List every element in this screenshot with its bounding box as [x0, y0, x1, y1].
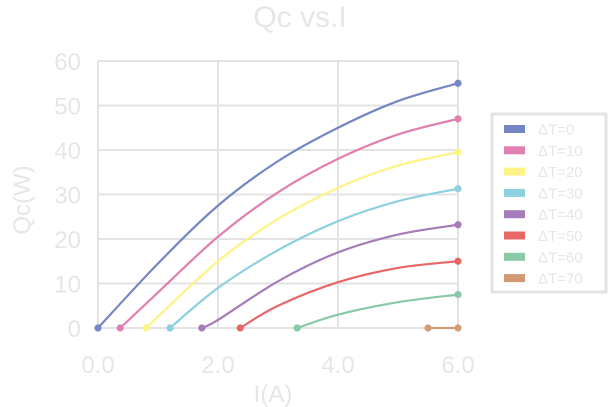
x-tick-label: 0.0 — [81, 352, 114, 379]
series-4 — [198, 221, 462, 332]
legend-label: ΔT=50 — [538, 228, 583, 245]
data-point-marker — [198, 324, 206, 332]
data-point-marker — [454, 324, 462, 332]
data-point-marker — [94, 324, 102, 332]
legend-swatch — [504, 210, 525, 219]
legend-item: ΔT=0 — [504, 122, 574, 139]
legend: ΔT=0 ΔT=10 ΔT=20 ΔT=30 ΔT=40 ΔT=50 ΔT=60 ΔT=70 — [490, 112, 608, 294]
x-tick-label: 6.0 — [441, 352, 474, 379]
legend-label: ΔT=60 — [538, 249, 583, 266]
data-point-marker — [454, 79, 462, 87]
data-point-marker — [454, 257, 462, 265]
data-point-marker — [116, 324, 124, 332]
data-point-marker — [166, 324, 174, 332]
series-line — [97, 82, 459, 329]
legend-box — [490, 112, 608, 294]
y-tick-label: 20 — [54, 227, 81, 254]
legend-label: ΔT=10 — [538, 143, 583, 160]
data-point-marker — [454, 115, 462, 123]
data-point-marker — [142, 324, 150, 332]
y-tick-label: 30 — [54, 183, 81, 210]
y-tick-label: 60 — [54, 49, 81, 76]
y-tick-label: 0 — [68, 316, 81, 343]
y-axis-label: Qc(W) — [9, 165, 36, 234]
legend-item: ΔT=40 — [504, 207, 583, 224]
legend-label: ΔT=30 — [538, 185, 583, 202]
x-tick-label: 4.0 — [321, 352, 354, 379]
legend-label: ΔT=20 — [538, 164, 583, 181]
series-0 — [94, 79, 462, 332]
legend-swatch — [504, 125, 525, 133]
legend-label: ΔT=40 — [538, 207, 583, 224]
series-6 — [293, 291, 462, 332]
y-tick-label: 40 — [54, 138, 81, 165]
x-axis-label: I(A) — [254, 381, 293, 407]
series-line — [201, 223, 459, 330]
series-3 — [166, 185, 462, 332]
data-point-marker — [454, 185, 462, 193]
y-tick-label: 10 — [54, 272, 81, 299]
legend-label: ΔT=70 — [538, 271, 583, 288]
series-line — [145, 151, 459, 329]
data-point-marker — [424, 324, 432, 332]
legend-item: ΔT=70 — [504, 271, 583, 288]
series-1 — [116, 115, 462, 332]
series-line — [239, 260, 459, 329]
series-7 — [424, 324, 462, 332]
legend-swatch — [504, 274, 525, 283]
legend-swatch — [504, 188, 525, 197]
y-tick-labels: 0 10 20 30 40 50 60 — [54, 49, 81, 343]
series-2 — [142, 148, 462, 332]
legend-swatch — [504, 167, 525, 176]
series-line — [119, 117, 459, 329]
series-5 — [236, 257, 462, 332]
grid — [97, 60, 459, 329]
legend-item: ΔT=50 — [504, 228, 583, 245]
data-point-marker — [454, 148, 462, 156]
legend-label: ΔT=0 — [538, 122, 574, 139]
legend-item: ΔT=60 — [504, 249, 583, 266]
x-tick-label: 2.0 — [201, 352, 234, 379]
series-line — [169, 187, 459, 329]
series-line — [296, 293, 459, 330]
legend-item: ΔT=10 — [504, 143, 583, 160]
legend-swatch — [504, 231, 525, 240]
x-tick-labels: 0.0 2.0 4.0 6.0 — [81, 352, 474, 379]
series-group — [94, 79, 462, 332]
legend-swatch — [504, 146, 525, 155]
legend-item: ΔT=30 — [504, 185, 583, 202]
data-point-marker — [454, 291, 462, 299]
data-point-marker — [236, 324, 244, 332]
legend-item: ΔT=20 — [504, 164, 583, 181]
y-tick-label: 50 — [54, 94, 81, 121]
legend-swatch — [504, 252, 525, 261]
chart-title: Qc vs.I — [253, 1, 346, 34]
data-point-marker — [293, 324, 301, 332]
data-point-marker — [454, 221, 462, 229]
